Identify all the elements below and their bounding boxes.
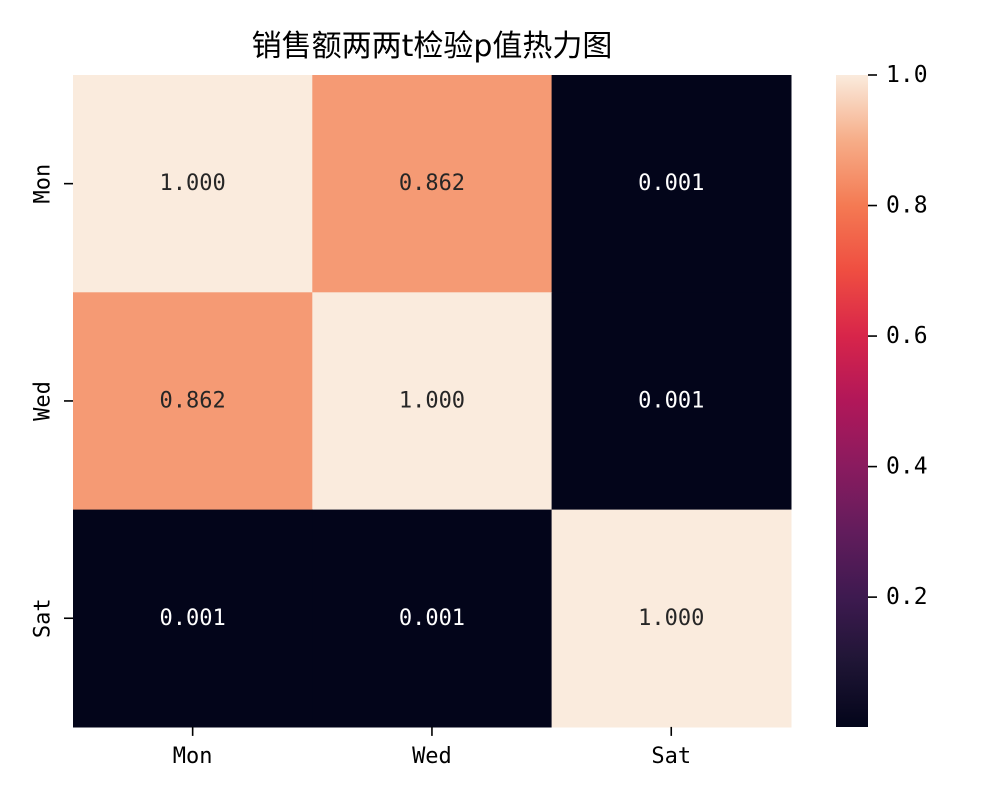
heatmap-cell-wed-mon — [73, 292, 313, 511]
heatmap-cells — [73, 75, 792, 728]
heatmap-cell-sat-wed — [312, 509, 553, 728]
cell-value-label: 1.000 — [399, 388, 465, 413]
cell-value-label: 0.001 — [638, 388, 704, 413]
x-tick-label: Wed — [412, 744, 452, 769]
cell-value-label: 1.000 — [160, 171, 226, 196]
colorbar-axis: 0.2 0.4 0.6 0.8 1.0 — [868, 62, 928, 610]
heatmap-cell-sat-sat — [551, 509, 792, 728]
cell-value-label: 0.001 — [638, 171, 704, 196]
heatmap-cell-mon-mon — [73, 75, 313, 293]
colorbar — [836, 75, 868, 727]
colorbar-tick-label: 1.0 — [886, 62, 928, 88]
cell-value-label: 0.862 — [160, 388, 226, 413]
y-tick-label: Mon — [31, 164, 56, 204]
cell-value-label: 0.862 — [399, 171, 465, 196]
heatmap-cell-mon-sat — [551, 75, 792, 293]
heatmap-cell-wed-wed — [312, 292, 553, 511]
colorbar-tick-label: 0.2 — [886, 584, 928, 610]
colorbar-tick-label: 0.4 — [886, 454, 928, 480]
heatmap-cell-labels: 1.000 0.862 0.001 0.862 1.000 0.001 0.001 0.001… — [160, 171, 705, 631]
cell-value-label: 1.000 — [638, 606, 704, 631]
colorbar-tick-label: 0.8 — [886, 193, 928, 219]
x-tick-label: Sat — [651, 744, 691, 769]
y-axis: Mon Wed Sat — [31, 164, 73, 638]
cell-value-label: 0.001 — [399, 606, 465, 631]
heatmap-cell-wed-sat — [551, 292, 792, 511]
y-tick-label: Sat — [31, 598, 56, 638]
cell-value-label: 0.001 — [160, 606, 226, 631]
colorbar-tick-label: 0.6 — [886, 323, 928, 349]
heatmap-cell-mon-wed — [312, 75, 553, 293]
chart-title: 销售额两两t检验p值热力图 — [252, 29, 613, 64]
x-axis: Mon Wed Sat — [173, 726, 691, 769]
y-tick-label: Wed — [31, 381, 56, 421]
x-tick-label: Mon — [173, 744, 213, 769]
heatmap-cell-sat-mon — [73, 509, 313, 728]
